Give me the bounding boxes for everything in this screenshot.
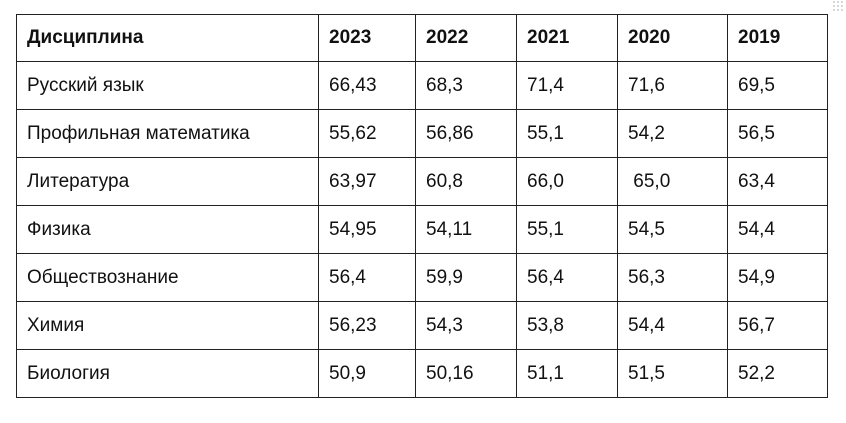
score-cell: 50,9 bbox=[318, 349, 416, 398]
score-cell: 63,97 bbox=[318, 157, 416, 206]
subject-cell: Профильная математика bbox=[16, 109, 319, 158]
table-row: Биология 50,9 50,16 51,1 51,5 52,2 bbox=[16, 349, 828, 398]
subject-cell: Литература bbox=[16, 157, 319, 206]
score-cell: 56,23 bbox=[318, 301, 416, 350]
score-cell: 55,1 bbox=[516, 205, 618, 254]
score-cell: 71,4 bbox=[516, 61, 618, 110]
header-cell: 2022 bbox=[415, 14, 517, 62]
score-cell: 63,4 bbox=[727, 157, 828, 206]
score-cell: 60,8 bbox=[415, 157, 517, 206]
score-cell: 66,43 bbox=[318, 61, 416, 110]
table-row: Литература 63,97 60,8 66,0 65,0 63,4 bbox=[16, 157, 828, 206]
score-cell: 65,0 bbox=[617, 157, 728, 206]
table-row: Физика 54,95 54,11 55,1 54,5 54,4 bbox=[16, 205, 828, 254]
score-cell: 56,3 bbox=[617, 253, 728, 302]
header-cell: 2023 bbox=[318, 14, 416, 62]
resize-grip[interactable] bbox=[832, 0, 844, 12]
score-cell: 55,1 bbox=[516, 109, 618, 158]
score-cell: 71,6 bbox=[617, 61, 728, 110]
subject-cell: Русский язык bbox=[16, 61, 319, 110]
header-row: Дисциплина 2023 2022 2021 2020 2019 bbox=[16, 14, 828, 62]
score-cell: 51,5 bbox=[617, 349, 728, 398]
header-cell: 2019 bbox=[727, 14, 828, 62]
score-cell: 56,4 bbox=[318, 253, 416, 302]
score-cell: 51,1 bbox=[516, 349, 618, 398]
score-cell: 52,2 bbox=[727, 349, 828, 398]
score-cell: 59,9 bbox=[415, 253, 517, 302]
score-cell: 54,3 bbox=[415, 301, 517, 350]
subject-cell: Физика bbox=[16, 205, 319, 254]
score-cell: 54,9 bbox=[727, 253, 828, 302]
table-row: Русский язык 66,43 68,3 71,4 71,6 69,5 bbox=[16, 61, 828, 110]
header-cell: 2020 bbox=[617, 14, 728, 62]
score-cell: 56,7 bbox=[727, 301, 828, 350]
table-row: Профильная математика 55,62 56,86 55,1 54,2 5… bbox=[16, 109, 828, 158]
score-cell: 54,11 bbox=[415, 205, 517, 254]
table: Дисциплина 2023 2022 2021 2020 2019 Русский я… bbox=[16, 14, 828, 398]
score-cell: 55,62 bbox=[318, 109, 416, 158]
header-cell: 2021 bbox=[516, 14, 618, 62]
subject-cell: Обществознание bbox=[16, 253, 319, 302]
score-cell: 56,5 bbox=[727, 109, 828, 158]
score-cell: 54,95 bbox=[318, 205, 416, 254]
score-cell: 53,8 bbox=[516, 301, 618, 350]
score-cell: 54,4 bbox=[727, 205, 828, 254]
score-cell: 54,2 bbox=[617, 109, 728, 158]
header-cell: Дисциплина bbox=[16, 14, 319, 62]
table-row: Химия 56,23 54,3 53,8 54,4 56,7 bbox=[16, 301, 828, 350]
score-cell: 54,5 bbox=[617, 205, 728, 254]
subject-cell: Биология bbox=[16, 349, 319, 398]
score-cell: 50,16 bbox=[415, 349, 517, 398]
score-cell: 56,86 bbox=[415, 109, 517, 158]
score-cell: 68,3 bbox=[415, 61, 517, 110]
score-cell: 66,0 bbox=[516, 157, 618, 206]
table-row: Обществознание 56,4 59,9 56,4 56,3 54,9 bbox=[16, 253, 828, 302]
score-cell: 56,4 bbox=[516, 253, 618, 302]
subject-cell: Химия bbox=[16, 301, 319, 350]
score-cell: 54,4 bbox=[617, 301, 728, 350]
score-cell: 69,5 bbox=[727, 61, 828, 110]
